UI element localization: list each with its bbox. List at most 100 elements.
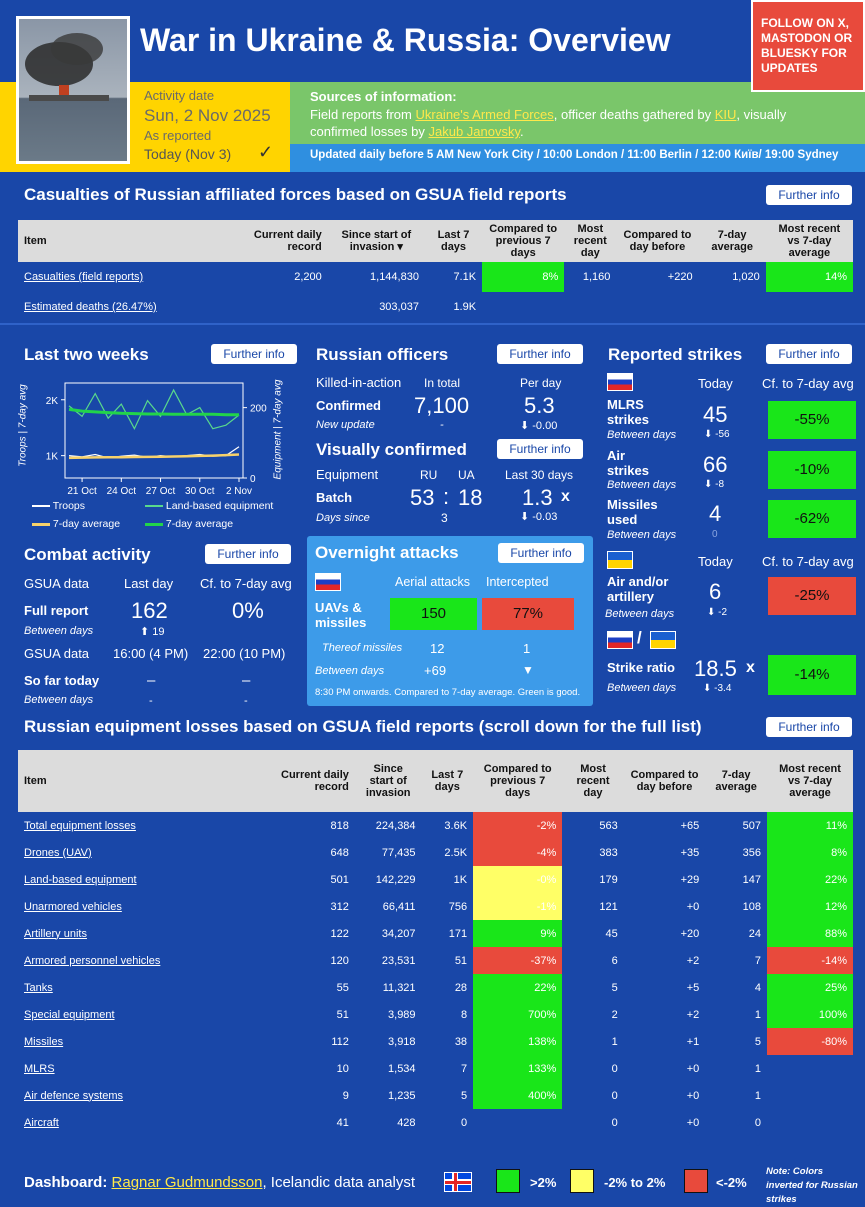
col-last7: Last 7 days — [424, 220, 483, 262]
table-row: Total equipment losses 818 224,384 3.6K -2% 5… — [18, 812, 853, 839]
triangle-down-icon: ▼ — [522, 663, 534, 677]
between-days-label-2: Between days — [24, 694, 94, 706]
table-row: Unarmored vehicles 312 66,411 756 -1% 121 +0 10… — [18, 893, 853, 920]
gsua-label-2: GSUA data — [24, 646, 90, 661]
link-janovsky[interactable]: Jakub Janovsky — [428, 124, 521, 139]
row-link[interactable]: Estimated deaths (26.47%) — [24, 301, 157, 313]
y-left-axis-label: Troops | 7-day avg — [17, 384, 29, 467]
strike-ratio-x: x — [746, 659, 755, 676]
row-link[interactable]: Air defence systems — [24, 1089, 124, 1102]
mlrs-label: MLRS strikes — [607, 397, 649, 427]
legend-green-label: >2% — [530, 1175, 557, 1190]
ru-value: 53 — [410, 485, 435, 510]
row-link[interactable]: Aircraft — [24, 1116, 59, 1129]
ua-strikes-label: Air and/or artillery — [607, 574, 669, 604]
last-two-weeks-further-info-button[interactable]: Further info — [211, 344, 297, 364]
col-prev7: Compared to previous 7 days — [482, 220, 565, 262]
officers-per-day: 5.3 — [524, 393, 555, 418]
row-link[interactable]: Tanks — [24, 981, 53, 994]
cf-label: Cf. to 7-day avg — [200, 576, 292, 591]
last30-ratio: 1.3 — [522, 485, 553, 510]
ua-delta: ⬇ -2 — [707, 607, 728, 618]
row-link[interactable]: Artillery units — [24, 927, 87, 940]
check-icon: ✓ — [258, 142, 274, 162]
legend-troops-avg: 7-day average — [32, 518, 120, 530]
table-row: Missiles 112 3,918 38 138% 1 +1 5 -80% — [18, 1028, 853, 1055]
sources-panel-ext — [751, 92, 865, 144]
mlrs-delta: ⬇ -56 — [704, 429, 730, 440]
full-report-label: Full report — [24, 603, 89, 618]
casualties-further-info-button[interactable]: Further info — [766, 185, 852, 205]
ua-label: UA — [458, 468, 475, 482]
thereof-label: Thereof missiles — [322, 642, 403, 654]
ua-today-label: Today — [698, 554, 733, 569]
last-day-label: Last day — [124, 576, 174, 591]
combat-further-info-button[interactable]: Further info — [205, 544, 291, 564]
y-right-tick: 0 — [250, 474, 256, 485]
aerial-label: Aerial attacks — [395, 575, 471, 589]
row-link[interactable]: Total equipment losses — [24, 819, 136, 832]
row-link[interactable]: Land-based equipment — [24, 873, 137, 886]
follow-box[interactable]: FOLLOW ON X, MASTODON OR BLUESKY FOR UPD… — [751, 0, 865, 92]
link-armed-forces[interactable]: Ukraine's Armed Forces — [415, 107, 554, 122]
casualties-table: Item Current daily record Since start of… — [18, 220, 853, 322]
strike-ratio-cf: -14% — [768, 655, 856, 695]
missiles-value: 12 — [430, 641, 445, 656]
table-row: Air defence systems 9 1,235 5 400% 0 +0 1 — [18, 1082, 853, 1109]
overnight-further-info-button[interactable]: Further info — [498, 543, 584, 563]
officers-title: Russian officers — [316, 345, 449, 364]
follow-text: FOLLOW ON X, MASTODON OR BLUESKY FOR UPD… — [761, 16, 853, 75]
col-avg: 7-day average — [705, 750, 767, 812]
author-link[interactable]: Ragnar Gudmundsson — [111, 1174, 263, 1191]
row-link[interactable]: Armored personnel vehicles — [24, 954, 161, 967]
russia-flag-icon — [315, 573, 341, 591]
days-since-value: 3 — [441, 511, 448, 525]
full-report-value: 162 — [131, 598, 168, 623]
row-link[interactable]: Drones (UAV) — [24, 846, 92, 859]
link-kiu[interactable]: KIU — [714, 107, 737, 122]
mlrs-cf: -55% — [768, 401, 856, 439]
visual-further-info-button[interactable]: Further info — [497, 439, 583, 459]
col-since[interactable]: Since start of invasion ▾ — [327, 220, 425, 262]
equipment-label: Equipment — [316, 467, 379, 482]
missiles-used-delta: 0 — [712, 529, 718, 540]
strikes-today-label: Today — [698, 376, 733, 391]
row-link[interactable]: Unarmored vehicles — [24, 900, 122, 913]
ukraine-flag-icon — [650, 631, 676, 649]
row-link[interactable]: Casualties (field reports) — [24, 271, 144, 283]
col-daybefore: Compared to day before — [616, 220, 699, 262]
between-dash-1: - — [149, 695, 153, 707]
page-title: War in Ukraine & Russia: Overview — [140, 22, 671, 58]
air-strikes-value: 66 — [703, 452, 728, 477]
ua-strikes-cf: -25% — [768, 577, 856, 615]
between-dash-2: - — [244, 695, 248, 707]
ratio-colon: : — [443, 484, 450, 509]
row-link[interactable]: Special equipment — [24, 1008, 115, 1021]
col-recent: Most recent day — [562, 750, 624, 812]
between-days-label: Between days — [24, 625, 94, 637]
aerial-value: 150 — [390, 598, 477, 630]
table-row: Tanks 55 11,321 28 22% 5 +5 4 25% — [18, 974, 853, 1001]
section-divider — [0, 323, 865, 325]
time-2: 22:00 (10 PM) — [203, 646, 286, 661]
strikes-further-info-button[interactable]: Further info — [766, 344, 852, 364]
col-item: Item — [18, 220, 221, 262]
row-link[interactable]: MLRS — [24, 1062, 55, 1075]
equipment-further-info-button[interactable]: Further info — [766, 717, 852, 737]
new-update-dash: - — [440, 419, 444, 431]
days-since-label: Days since — [316, 512, 370, 524]
sources-panel — [290, 82, 751, 144]
equipment-title: Russian equipment losses based on GSUA f… — [24, 717, 702, 736]
as-reported-value: Today (Nov 3) — [144, 146, 232, 162]
as-reported-label: As reported — [144, 128, 212, 143]
officers-total: 7,100 — [414, 393, 470, 418]
legend-yellow-swatch — [570, 1169, 594, 1193]
combat-title: Combat activity — [24, 545, 151, 564]
new-update-label: New update — [316, 419, 375, 431]
officers-further-info-button[interactable]: Further info — [497, 344, 583, 364]
legend-green-swatch — [496, 1169, 520, 1193]
col-daybefore: Compared to day before — [623, 750, 706, 812]
ua-value: 18 — [458, 485, 483, 510]
y-right-tick: 200 — [250, 404, 267, 415]
row-link[interactable]: Missiles — [24, 1035, 64, 1048]
